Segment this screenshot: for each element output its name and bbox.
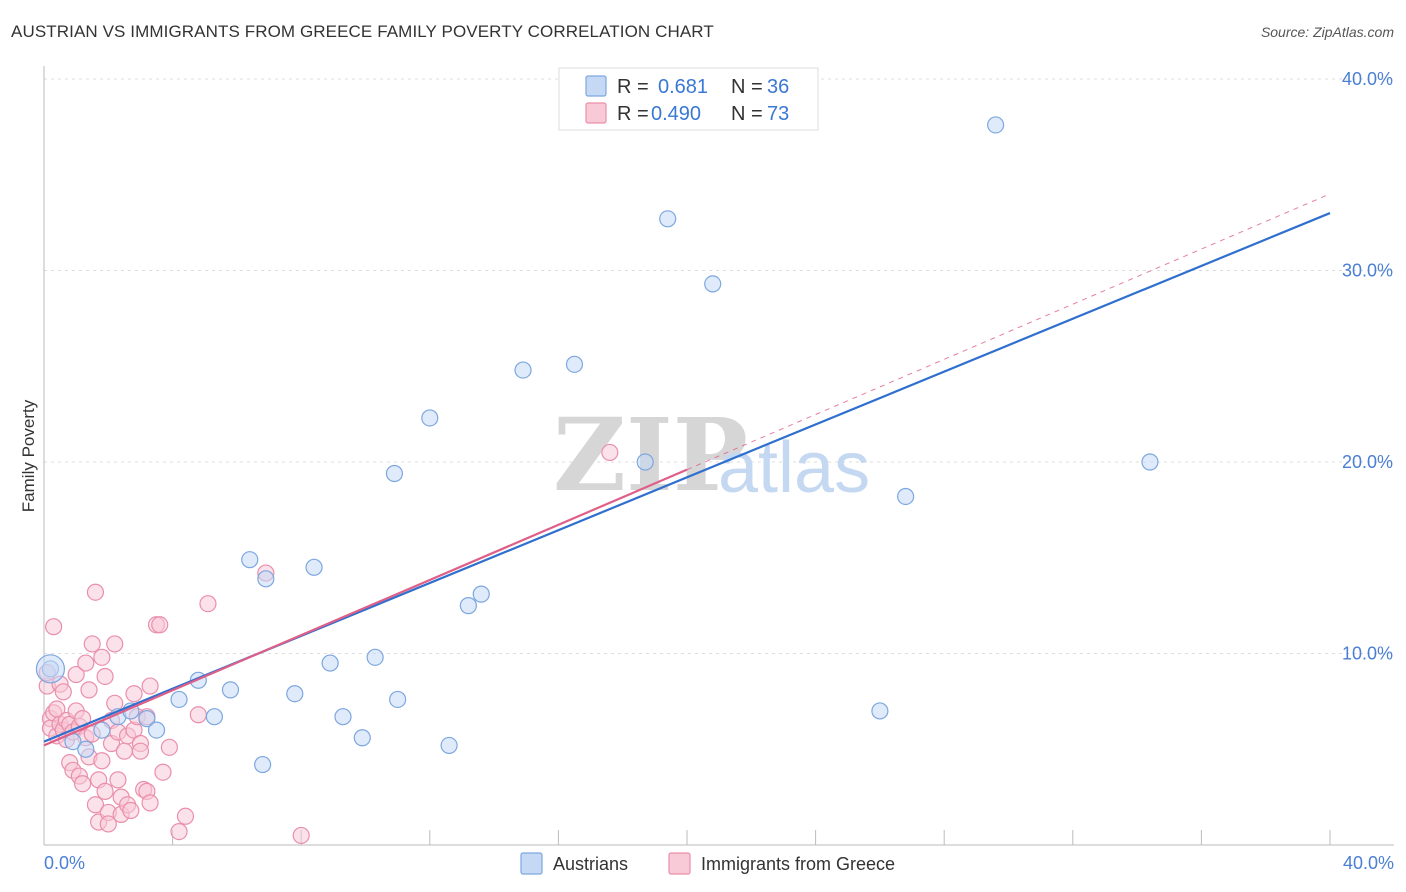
austrian-point xyxy=(659,210,677,228)
austrian-point xyxy=(366,648,384,666)
austrian-point xyxy=(254,755,272,774)
x-axis-ticks xyxy=(43,830,1331,845)
greece-point xyxy=(45,618,63,636)
x-tick-label-min: 0.0% xyxy=(44,853,85,873)
greece-point xyxy=(141,677,159,695)
austrian-point xyxy=(385,464,404,483)
greece-point xyxy=(83,635,101,653)
austrian-point xyxy=(871,702,889,720)
greece-point xyxy=(96,782,114,800)
greece-points xyxy=(38,443,619,845)
greece-point xyxy=(170,822,188,841)
watermark-atlas: atlas xyxy=(718,428,870,508)
greece-point xyxy=(86,796,105,814)
legend-r-value-austrians: 0.681 xyxy=(658,76,708,98)
greece-point xyxy=(151,616,169,634)
greece-point xyxy=(122,801,140,820)
watermark-zip: ZIP xyxy=(553,396,748,514)
austrian-point xyxy=(472,585,490,603)
legend-n-label-austrians: N = xyxy=(731,76,763,98)
greece-point xyxy=(125,685,143,703)
austrian-point xyxy=(205,708,223,726)
austrian-point xyxy=(987,116,1005,134)
trend-line-greece xyxy=(43,468,688,747)
legend-r-value-greece: 0.490 xyxy=(651,103,701,125)
legend-swatch-greece xyxy=(585,102,607,124)
greece-point xyxy=(189,706,207,724)
austrian-point xyxy=(305,558,323,576)
bottom-legend-austrians: Austrians xyxy=(553,854,628,874)
austrian-point xyxy=(147,721,166,739)
austrian-point xyxy=(1141,453,1159,471)
greece-point xyxy=(106,635,124,653)
austrian-point-large xyxy=(35,654,66,684)
austrian-point xyxy=(170,690,188,709)
greece-point xyxy=(160,738,178,756)
greece-point xyxy=(154,763,172,781)
legend-swatch-austrians xyxy=(585,75,607,97)
y-tick-label-10: 10.0% xyxy=(1342,644,1393,664)
y-tick-label-40: 40.0% xyxy=(1342,69,1393,89)
austrian-point xyxy=(514,361,532,379)
greece-point xyxy=(67,665,85,684)
greece-point xyxy=(80,681,98,699)
trend-line-greece-extension xyxy=(686,193,1331,471)
greece-point xyxy=(96,667,114,686)
bottom-legend: Austrians Immigrants from Greece xyxy=(520,852,895,875)
greece-point xyxy=(176,807,195,825)
bottom-legend-swatch-austrians xyxy=(520,852,543,875)
legend-r-label-austrians: R = xyxy=(617,76,649,98)
legend-n-label-greece: N = xyxy=(731,103,763,125)
y-axis-label: Family Poverty xyxy=(19,399,38,512)
greece-point xyxy=(77,654,95,672)
legend-n-value-austrians: 36 xyxy=(767,76,789,98)
greece-point xyxy=(115,742,133,760)
legend-r-label-greece: R = xyxy=(617,103,649,125)
greece-point xyxy=(292,826,310,845)
greece-point xyxy=(86,583,105,601)
greece-point xyxy=(99,815,117,833)
greece-point xyxy=(141,794,159,812)
austrian-point xyxy=(221,681,240,699)
austrian-point xyxy=(241,551,259,569)
greece-point xyxy=(131,742,150,760)
greece-point xyxy=(93,752,111,770)
y-tick-label-20: 20.0% xyxy=(1342,452,1393,472)
austrian-point xyxy=(459,597,477,615)
austrian-point xyxy=(334,708,352,726)
greece-point xyxy=(93,648,111,666)
legend: R = 0.681 N = 36 R = 0.490 N = 73 xyxy=(558,67,819,131)
austrian-point xyxy=(704,275,722,293)
greece-point xyxy=(109,771,127,789)
legend-n-value-greece: 73 xyxy=(767,103,789,125)
austrian-point xyxy=(138,710,156,728)
y-tick-label-30: 30.0% xyxy=(1342,261,1393,281)
greece-point xyxy=(54,683,72,701)
greece-point xyxy=(73,775,92,793)
greece-point xyxy=(601,443,619,462)
austrian-point xyxy=(286,685,304,703)
austrian-points xyxy=(35,116,1159,774)
austrian-point xyxy=(636,453,654,471)
austrian-point xyxy=(77,740,95,758)
greece-point xyxy=(199,595,217,613)
bottom-legend-greece: Immigrants from Greece xyxy=(701,854,895,874)
austrian-point xyxy=(440,736,458,755)
austrian-point xyxy=(257,570,275,588)
austrian-point xyxy=(897,487,915,506)
y-tick-labels: 10.0% 20.0% 30.0% 40.0% xyxy=(1342,69,1393,664)
x-tick-label-max: 40.0% xyxy=(1343,853,1394,873)
austrian-point xyxy=(321,654,339,672)
austrian-point xyxy=(93,721,111,739)
trend-lines xyxy=(43,193,1331,747)
austrian-point xyxy=(421,409,439,427)
austrian-point xyxy=(353,729,371,747)
austrian-point xyxy=(389,690,407,709)
austrian-point xyxy=(565,355,584,373)
source-label: Source: ZipAtlas.com xyxy=(1260,24,1394,40)
chart-title: AUSTRIAN VS IMMIGRANTS FROM GREECE FAMIL… xyxy=(11,22,714,41)
bottom-legend-swatch-greece xyxy=(668,852,691,875)
